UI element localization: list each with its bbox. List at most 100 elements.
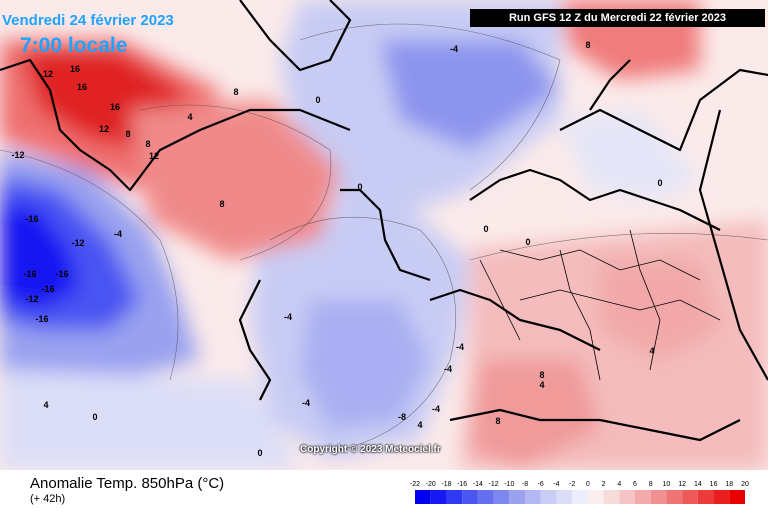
legend-swatch [635, 490, 651, 504]
anomaly-field [0, 0, 768, 470]
color-legend: -22 -20 -18 -16 -14 -12 -10 -8 -6 -4 -2 0 2 4 6 8 10 12 14… [410, 481, 749, 504]
legend-swatch [509, 490, 525, 504]
contour-label: 4 [187, 112, 192, 122]
contour-label: -4 [456, 342, 464, 352]
legend-swatch [729, 490, 745, 504]
legend-tick-label: -6 [538, 481, 544, 488]
contour-label: 0 [92, 412, 97, 422]
contour-label: 8 [125, 129, 130, 139]
contour-label: 12 [43, 69, 53, 79]
contour-label: 0 [315, 95, 320, 105]
legend-swatch [525, 490, 541, 504]
borders [479, 229, 721, 381]
legend-swatch [697, 490, 714, 504]
contour-label: 4 [417, 420, 422, 430]
coastlines [0, 0, 768, 442]
contour-label: 0 [525, 237, 530, 247]
legend-tick-label: -8 [522, 481, 528, 488]
legend-swatch [430, 490, 447, 504]
legend-tick-label: -2 [569, 481, 575, 488]
contour-label: 0 [483, 224, 488, 234]
contour-label: 16 [77, 82, 87, 92]
legend-tick-labels: -22 -20 -18 -16 -14 -12 -10 -8 -6 -4 -2 0 2 4 6 8 10 12 14… [410, 481, 749, 488]
forecast-time: 7:00 locale [20, 34, 128, 57]
legend-tick-label: 0 [586, 481, 590, 488]
legend-tick-label: 16 [710, 481, 718, 488]
legend-tick-label: 12 [678, 481, 686, 488]
legend-tick-label: 8 [649, 481, 653, 488]
legend-swatch [650, 490, 667, 504]
legend-swatches [415, 490, 745, 504]
legend-tick-label: 2 [602, 481, 606, 488]
contour-label: -4 [450, 44, 458, 54]
contour-label: -4 [114, 229, 122, 239]
forecast-lead-time: (+ 42h) [30, 493, 66, 505]
legend-tick-label: -16 [457, 481, 467, 488]
contour-label: 8 [233, 87, 238, 97]
contour-label: -4 [432, 404, 440, 414]
legend-tick-label: -14 [473, 481, 483, 488]
legend-tick-label: 20 [741, 481, 749, 488]
contour-label: -16 [25, 214, 38, 224]
contour-label: -4 [284, 312, 292, 322]
legend-swatch [587, 490, 604, 504]
contour-label: 8 [539, 370, 544, 380]
legend-tick-label: 14 [694, 481, 702, 488]
legend-tick-label: -22 [410, 481, 420, 488]
legend-swatch [619, 490, 635, 504]
contour-label: 0 [657, 178, 662, 188]
legend-tick-label: -20 [426, 481, 436, 488]
legend-swatch [556, 490, 573, 504]
contour-label: 12 [149, 151, 159, 161]
contour-label: -4 [444, 364, 452, 374]
legend-swatch [713, 490, 730, 504]
legend-swatch [446, 490, 463, 504]
contour-label: 12 [99, 124, 109, 134]
legend-tick-label: 18 [725, 481, 733, 488]
contour-label: 4 [43, 400, 48, 410]
contour-label: 8 [495, 416, 500, 426]
legend-tick-label: -4 [553, 481, 559, 488]
contour-label: 8 [145, 139, 150, 149]
legend-swatch [666, 490, 683, 504]
contour-label: -12 [11, 150, 24, 160]
legend-tick-label: 6 [633, 481, 637, 488]
legend-tick-label: -10 [504, 481, 514, 488]
contour-label: -16 [23, 269, 36, 279]
run-info-banner: Run GFS 12 Z du Mercredi 22 février 2023 [470, 9, 765, 27]
contour-label: 0 [257, 448, 262, 458]
contour-label: -12 [25, 294, 38, 304]
map-title: Anomalie Temp. 850hPa (°C) [30, 475, 225, 492]
contour-label: -16 [35, 314, 48, 324]
copyright-notice: Copyright © 2023 Meteociel.fr [300, 444, 441, 455]
legend-tick-label: -12 [489, 481, 499, 488]
contours [0, 23, 768, 451]
legend-swatch [540, 490, 557, 504]
contour-label: -16 [41, 284, 54, 294]
contour-label: 0 [357, 182, 362, 192]
forecast-date: Vendredi 24 février 2023 [2, 12, 174, 29]
contour-label: -12 [71, 238, 84, 248]
legend-tick-label: -18 [441, 481, 451, 488]
contour-label: -16 [55, 269, 68, 279]
legend-tick-label: 10 [663, 481, 671, 488]
legend-swatch [462, 490, 478, 504]
contour-label: 16 [70, 64, 80, 74]
contour-label: 16 [110, 102, 120, 112]
legend-tick-label: 4 [617, 481, 621, 488]
contour-label: 4 [539, 380, 544, 390]
legend-swatch [572, 490, 588, 504]
legend-swatch [493, 490, 510, 504]
contour-label: 8 [585, 40, 590, 50]
legend-swatch [682, 490, 698, 504]
contour-label: -4 [302, 398, 310, 408]
legend-swatch [477, 490, 494, 504]
legend-swatch [603, 490, 620, 504]
contour-label: 4 [649, 346, 654, 356]
contour-label: 8 [219, 199, 224, 209]
legend-swatch [415, 490, 431, 504]
contour-label: -8 [398, 412, 406, 422]
